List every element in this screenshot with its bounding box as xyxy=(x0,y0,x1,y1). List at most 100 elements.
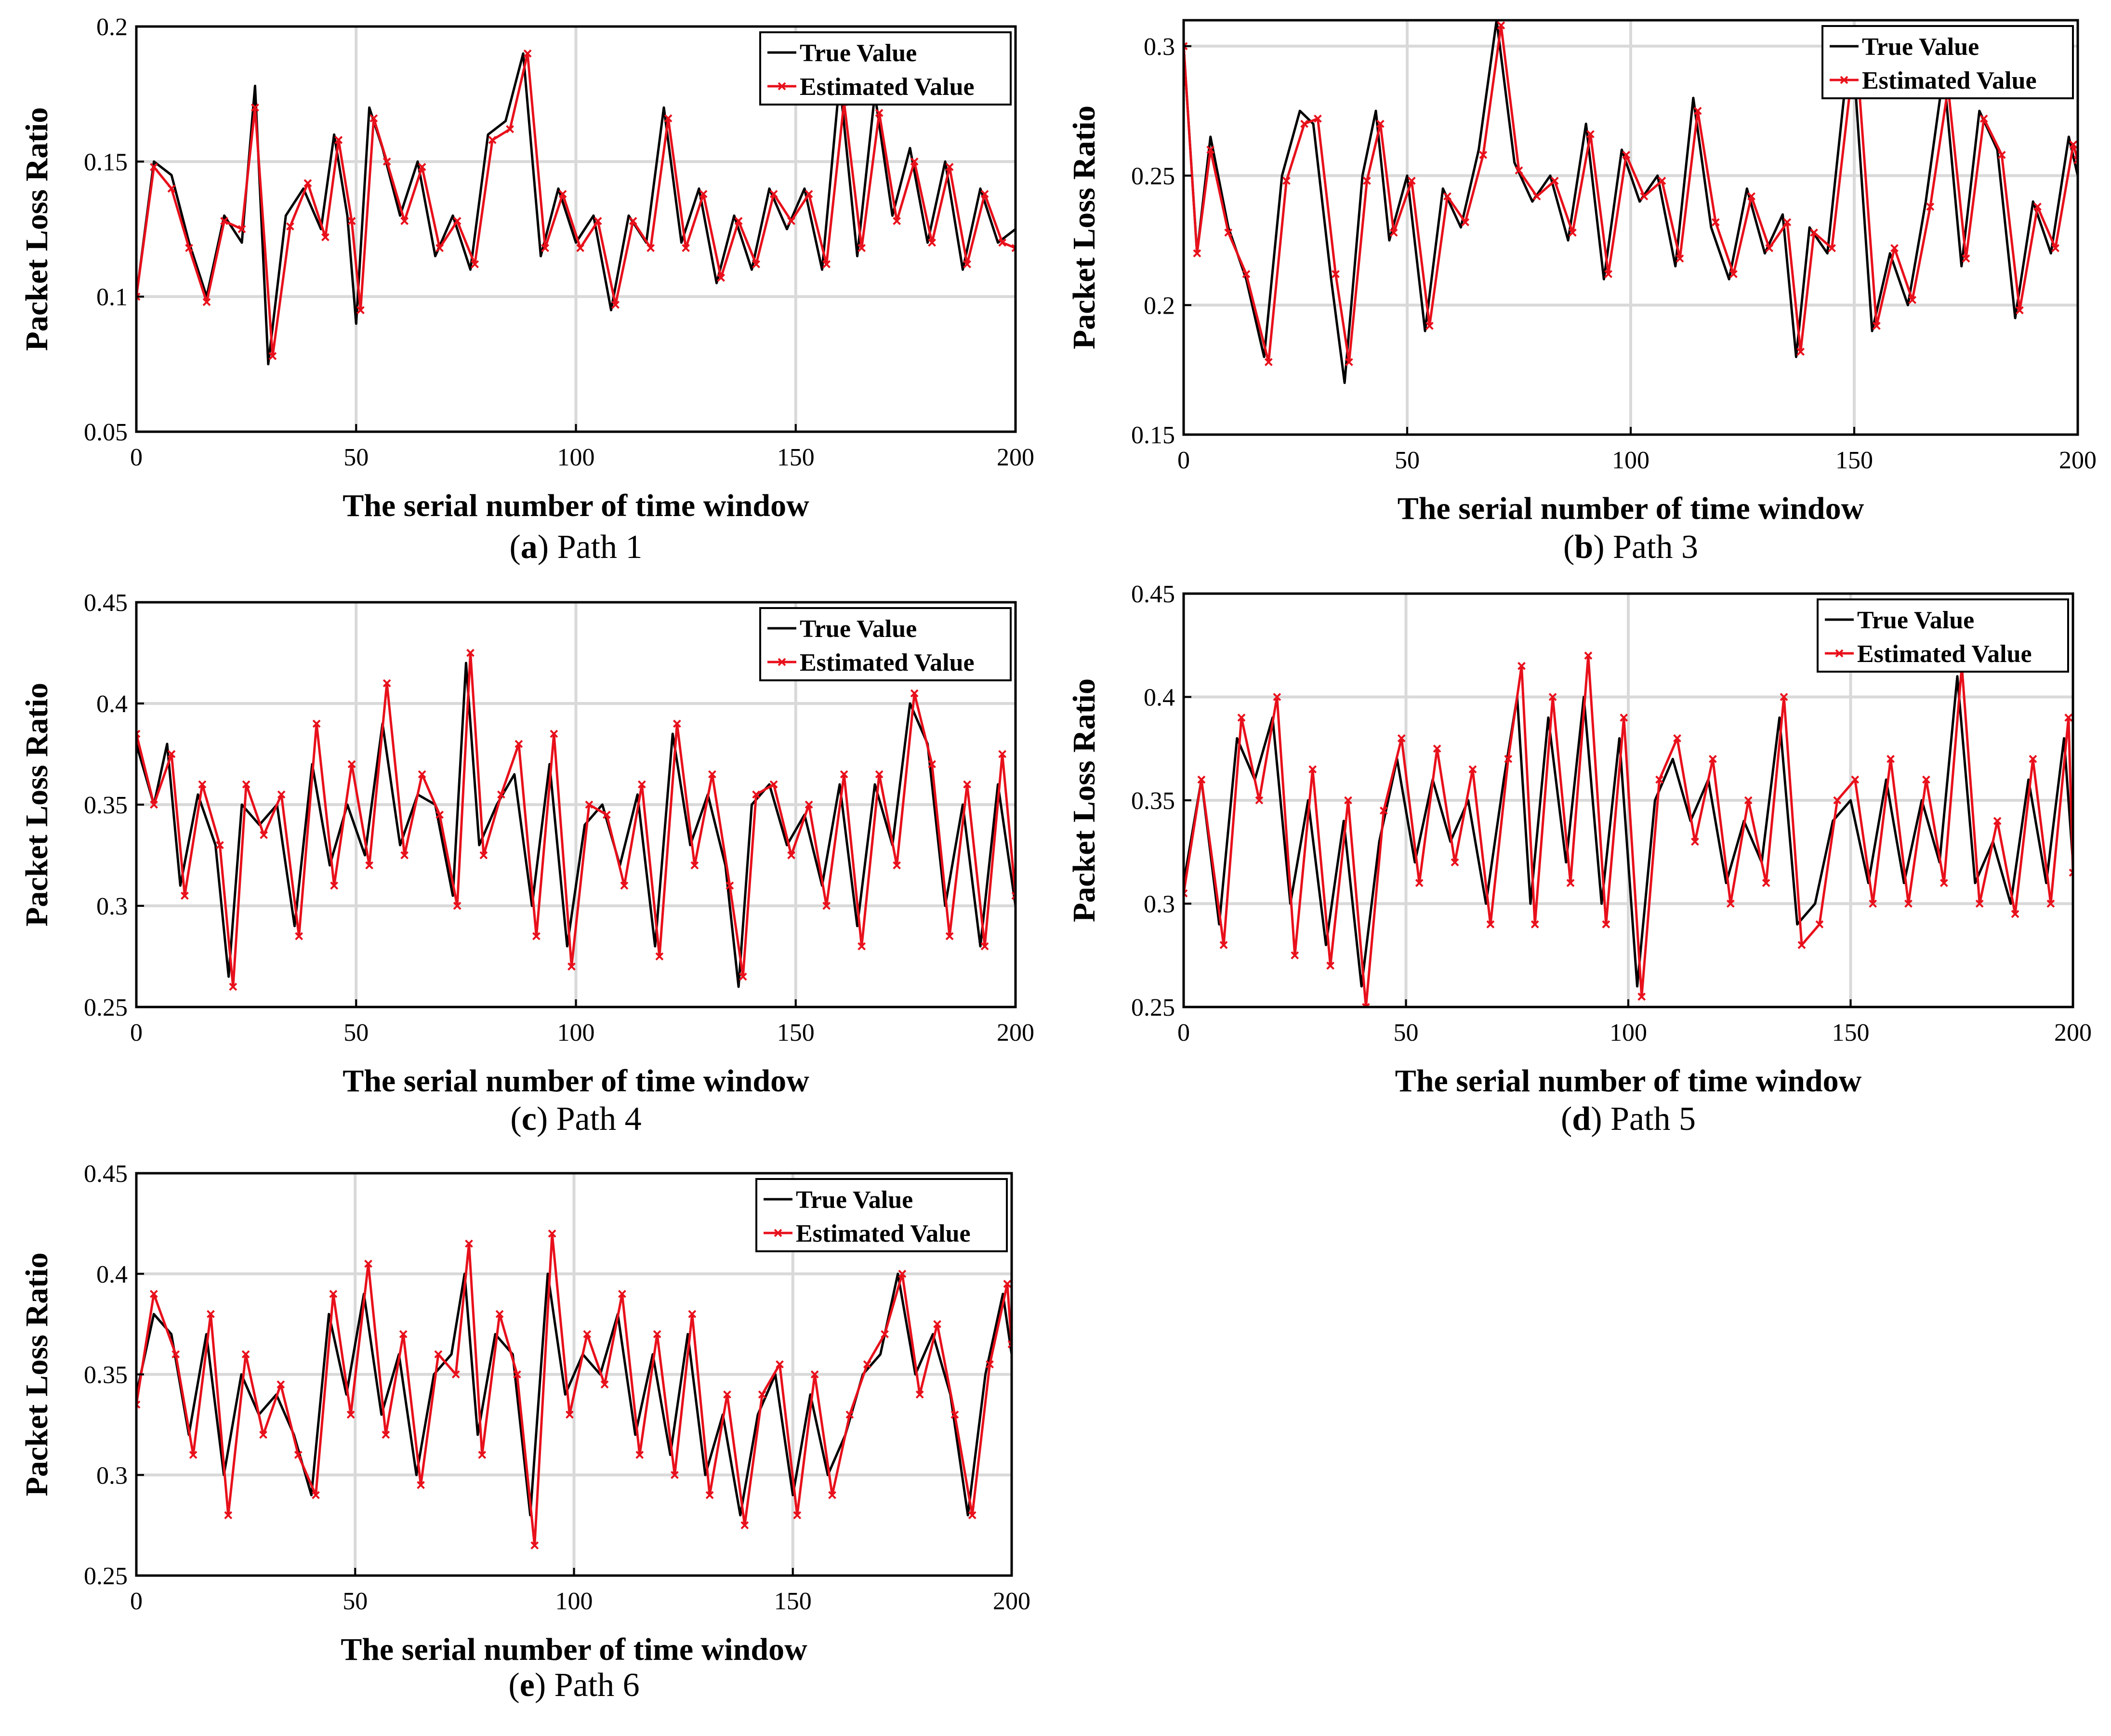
estimated-marker xyxy=(1828,244,1836,252)
legend-box xyxy=(755,1178,1008,1252)
estimated-marker xyxy=(566,1410,574,1419)
estimated-marker xyxy=(845,1410,854,1419)
estimated-marker xyxy=(858,942,866,951)
estimated-marker xyxy=(1389,228,1398,237)
estimated-marker xyxy=(705,1491,714,1499)
x-axis-title: The serial number of time window xyxy=(1398,491,1864,526)
estimated-marker xyxy=(1726,900,1735,908)
estimated-marker xyxy=(875,770,884,779)
y-tick-label: 0.3 xyxy=(1144,33,1175,61)
estimated-marker xyxy=(1011,244,1016,252)
estimated-marker xyxy=(277,790,286,799)
estimated-marker xyxy=(167,750,176,758)
estimated-marker xyxy=(893,861,901,870)
x-tick-label: 50 xyxy=(1394,1019,1419,1047)
estimated-marker xyxy=(963,260,972,268)
estimated-marker xyxy=(1568,228,1577,237)
estimated-marker xyxy=(1504,755,1513,763)
estimated-marker xyxy=(548,1229,556,1238)
legend-label: True Value xyxy=(1857,607,1974,634)
estimated-marker xyxy=(898,1270,907,1278)
estimated-marker xyxy=(506,125,515,133)
estimated-marker xyxy=(334,136,343,144)
estimated-marker xyxy=(635,1451,644,1459)
estimated-marker xyxy=(787,217,796,225)
x-tick-label: 0 xyxy=(130,444,143,471)
estimated-marker xyxy=(655,952,664,961)
estimated-marker xyxy=(1219,941,1228,949)
estimated-marker xyxy=(1003,1280,1012,1288)
subplot-b: 0 50 100 150 200 0.15 0.2 0.25 0.3 The serial num… xyxy=(1067,19,2097,566)
x-tick-label: 200 xyxy=(993,1588,1030,1615)
y-tick-label: 0.05 xyxy=(84,419,128,446)
estimated-marker xyxy=(963,780,972,789)
estimated-marker xyxy=(1308,765,1317,774)
estimated-marker xyxy=(1007,1340,1012,1349)
x-tick-label: 100 xyxy=(555,1588,593,1615)
estimated-marker xyxy=(347,217,356,225)
y-tick-label: 0.45 xyxy=(84,589,128,617)
estimated-marker xyxy=(488,136,497,144)
estimated-marker xyxy=(776,1360,784,1369)
estimated-marker xyxy=(682,244,690,252)
estimated-marker xyxy=(172,1350,180,1359)
estimated-marker xyxy=(1461,218,1470,226)
estimated-marker xyxy=(620,881,629,890)
estimated-marker xyxy=(739,972,747,981)
estimated-marker xyxy=(356,306,365,315)
estimated-marker xyxy=(2051,244,2060,252)
estimated-marker xyxy=(550,729,558,738)
series-line-true-value xyxy=(136,52,1016,366)
estimated-marker xyxy=(1676,254,1684,263)
estimated-marker xyxy=(150,800,158,809)
x-tick-label: 150 xyxy=(1835,447,1873,474)
x-tick-label: 200 xyxy=(2054,1019,2092,1047)
estimated-marker xyxy=(383,679,391,688)
series-line-true-value xyxy=(136,662,1016,988)
y-tick-label: 0.2 xyxy=(1144,292,1175,319)
estimated-marker xyxy=(915,1390,924,1399)
estimated-marker xyxy=(583,1330,592,1338)
estimated-marker xyxy=(2029,755,2037,763)
estimated-marker xyxy=(229,982,237,991)
estimated-marker xyxy=(312,719,321,728)
x-tick-label: 50 xyxy=(343,1588,368,1615)
estimated-marker xyxy=(758,1390,766,1399)
estimated-marker xyxy=(478,1451,487,1459)
estimated-marker xyxy=(400,217,409,225)
estimated-marker xyxy=(1887,755,1895,763)
estimated-marker xyxy=(1425,321,1434,330)
estimated-marker xyxy=(523,49,532,58)
estimated-marker xyxy=(881,1330,889,1338)
estimated-marker xyxy=(1517,662,1526,670)
estimated-marker xyxy=(329,1290,338,1298)
estimated-marker xyxy=(1363,176,1371,185)
estimated-marker xyxy=(2064,713,2073,722)
estimated-marker xyxy=(347,760,356,769)
estimated-marker xyxy=(286,222,294,231)
estimated-marker xyxy=(1362,1003,1370,1007)
estimated-marker xyxy=(1797,941,1806,949)
legend: True Value Estimated Value xyxy=(755,1178,1008,1252)
estimated-marker xyxy=(136,1400,141,1409)
estimated-marker xyxy=(364,1259,372,1268)
estimated-marker xyxy=(312,1491,320,1499)
estimated-marker xyxy=(1300,119,1308,128)
estimated-marker xyxy=(637,780,646,789)
estimated-marker xyxy=(822,901,831,910)
estimated-marker xyxy=(1833,796,1842,805)
y-tick-label: 0.25 xyxy=(1131,163,1175,190)
estimated-marker xyxy=(1443,192,1451,200)
estimated-marker xyxy=(734,217,743,225)
estimated-marker xyxy=(1637,993,1646,1001)
estimated-marker xyxy=(466,649,475,657)
estimated-marker xyxy=(1468,765,1477,774)
estimated-marker xyxy=(1584,651,1593,660)
estimated-marker xyxy=(2046,900,2055,908)
estimated-marker xyxy=(1890,244,1899,252)
y-axis-title: Packet Loss Ratio xyxy=(19,107,54,351)
estimated-marker xyxy=(471,260,479,268)
y-tick-label: 0.35 xyxy=(1131,787,1175,815)
series-line-estimated-value xyxy=(136,1232,1012,1547)
legend-label: True Value xyxy=(1862,33,1979,61)
